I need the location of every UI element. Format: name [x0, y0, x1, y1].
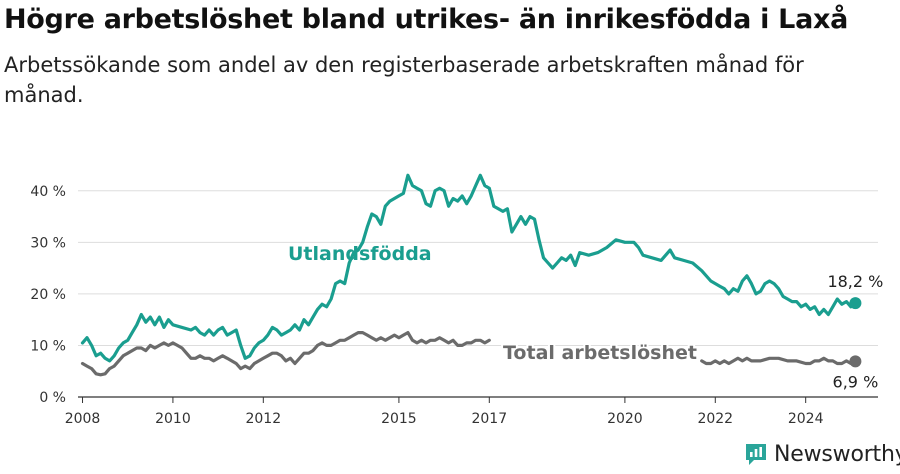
y-tick-label: 40 % — [30, 184, 66, 200]
brand-name: Newsworthy — [774, 441, 900, 467]
x-tick-label: 2022 — [697, 411, 733, 427]
end-point-utlandsfodda — [849, 297, 862, 310]
series-lines — [80, 173, 862, 377]
x-tick-label: 2012 — [245, 411, 281, 427]
end-label-utlandsfodda: 18,2 % — [827, 272, 883, 291]
y-tick-label: 20 % — [30, 287, 66, 303]
y-tick-label: 10 % — [30, 338, 66, 354]
y-tick-label: 0 % — [39, 390, 66, 406]
chart-subtitle: Arbetssökande som andel av den registerb… — [4, 53, 804, 107]
series-line-total — [80, 331, 857, 377]
axes: 0 % 10 % 20 % 30 % 40 % 2008 2010 2012 2015 2017 2… — [30, 184, 878, 427]
annotation-utlandsfodda: Utlandsfödda — [288, 243, 432, 265]
annotation-total: Total arbetslöshet — [503, 342, 697, 364]
end-label-total: 6,9 % — [833, 372, 879, 391]
end-point-total — [849, 355, 862, 368]
x-tick-label: 2015 — [381, 411, 417, 427]
x-tick-label: 2024 — [788, 411, 824, 427]
x-tick-label: 2017 — [471, 411, 507, 427]
x-tick-label: 2020 — [607, 411, 643, 427]
annotations: 18,2 % 6,9 % Utlandsfödda Total arbetslöshe… — [288, 243, 883, 391]
gridlines — [78, 190, 878, 346]
x-tick-label: 2008 — [65, 411, 101, 427]
newsworthy-icon — [746, 444, 766, 465]
chart-title: Högre arbetslöshet bland utrikes- än inr… — [4, 4, 849, 35]
y-tick-label: 30 % — [30, 235, 66, 251]
newsworthy-logo: Newsworthy — [744, 441, 900, 467]
series-line-utlandsfodda — [80, 173, 857, 363]
x-tick-label: 2010 — [155, 411, 191, 427]
